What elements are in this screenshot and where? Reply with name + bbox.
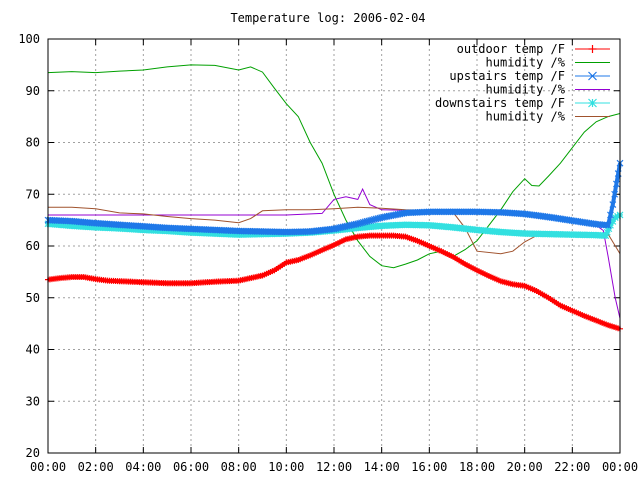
x-tick-label: 02:00 (78, 460, 114, 474)
series-point (602, 232, 610, 240)
y-tick-label: 90 (26, 84, 40, 98)
x-axis-ticks: 00:00 02:00 04:00 06:00 08:00 10:00 12:00 14:00… (30, 39, 638, 474)
series-point (611, 190, 619, 198)
series-point (607, 211, 614, 219)
legend-marker (588, 45, 597, 53)
series-point (611, 214, 619, 221)
x-tick-label: 20:00 (507, 460, 543, 474)
series-point (609, 217, 617, 225)
y-tick-label: 40 (26, 343, 40, 357)
series-point (614, 212, 622, 220)
legend-marker (588, 98, 597, 108)
legend-marker (588, 71, 597, 81)
plot-frame (47, 38, 621, 454)
x-tick-label: 14:00 (364, 460, 400, 474)
x-tick-label: 12:00 (316, 460, 352, 474)
x-tick-label: 18:00 (459, 460, 495, 474)
x-tick-label: 10:00 (268, 460, 304, 474)
x-tick-label: 04:00 (125, 460, 161, 474)
series-point (605, 225, 613, 233)
chart-title: Temperature log: 2006-02-04 (230, 11, 425, 25)
x-tick-label: 16:00 (411, 460, 447, 474)
series-line (47, 64, 621, 269)
series-1 (47, 64, 621, 269)
x-tick-label: 08:00 (221, 460, 257, 474)
y-tick-label: 100 (18, 32, 40, 46)
legend-label: humidity /% (486, 83, 566, 97)
x-tick-label: 00:00 (602, 460, 638, 474)
series-point (604, 221, 612, 229)
legend-label: upstairs temp /F (449, 69, 565, 83)
y-tick-label: 50 (26, 291, 40, 305)
legend-label: outdoor temp /F (457, 42, 565, 56)
series-0 (45, 232, 623, 332)
y-tick-label: 80 (26, 136, 40, 150)
x-tick-label: 06:00 (173, 460, 209, 474)
y-axis-ticks: 20 30 40 50 60 70 80 90 100 (18, 32, 620, 460)
series-point (603, 228, 611, 236)
series-group (44, 64, 624, 332)
x-tick-label: 00:00 (30, 460, 66, 474)
legend-label: downstairs temp /F (435, 96, 565, 110)
series-line (47, 162, 622, 234)
legend-label: humidity /% (486, 56, 566, 70)
series-point (609, 201, 617, 209)
series-point (602, 221, 610, 229)
series-point (613, 180, 620, 188)
y-tick-label: 20 (26, 446, 40, 460)
y-tick-label: 60 (26, 239, 40, 253)
x-tick-label: 22:00 (554, 460, 590, 474)
y-tick-label: 70 (26, 187, 40, 201)
y-tick-label: 30 (26, 394, 40, 408)
legend-label: humidity /% (486, 110, 566, 124)
series-2 (44, 159, 624, 236)
series-point (607, 221, 614, 229)
